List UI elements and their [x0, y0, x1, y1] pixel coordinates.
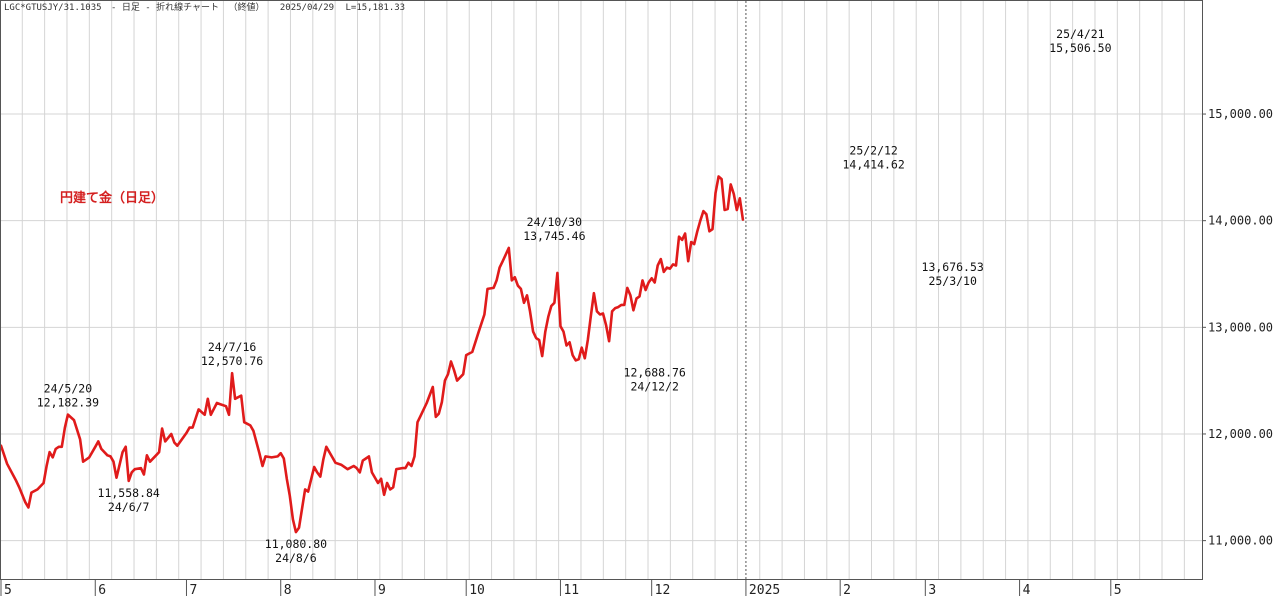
series-layer [0, 175, 745, 534]
annotation-date: 25/4/21 [1056, 27, 1105, 41]
annotation-value: 12,688.76 [624, 366, 686, 380]
x-tick-label: 7 [189, 583, 197, 598]
annotation-value: 11,080.80 [265, 537, 327, 551]
x-tick-label: 9 [378, 583, 386, 598]
annotation-date: 24/10/30 [527, 215, 582, 229]
chart-title: 円建て金（日足） [60, 190, 164, 206]
header-last-value: L=15,181.33 [345, 3, 405, 13]
annotation-date: 25/3/10 [928, 274, 977, 288]
x-axis: 5 6 7 8 9 10 11 12 2025 2 3 4 5 [0, 579, 1122, 598]
annotation-date: 24/8/6 [275, 551, 317, 565]
header-timeframe: 日足 [122, 2, 140, 13]
y-tick-label: 14,000.00 [1208, 214, 1273, 228]
annotation-value: 13,745.46 [523, 229, 585, 243]
annotation-date: 25/2/12 [849, 143, 897, 157]
x-tick-label: 3 [928, 583, 936, 598]
y-tick-label: 13,000.00 [1208, 320, 1273, 334]
annotation-value: 15,506.50 [1049, 41, 1111, 55]
annotation-layer: 24/5/2012,182.3911,558.8424/6/724/7/1612… [37, 27, 1112, 565]
chart-header: LGC*GTUSJY/31.1035 - 日足 - 折れ線チャート （終値） 2… [4, 1, 405, 13]
plot-frame [0, 0, 1203, 580]
x-tick-label: 5 [1114, 583, 1122, 598]
x-tick-label: 12 [655, 583, 671, 598]
x-tick-label: 4 [1023, 583, 1031, 598]
annotation-date: 24/12/2 [630, 380, 678, 394]
annotation-date: 24/7/16 [208, 340, 257, 354]
x-tick-label: 8 [284, 583, 292, 598]
annotation-value: 12,570.76 [201, 354, 263, 368]
x-tick-label: 5 [4, 583, 12, 598]
x-tick-label: 2025 [749, 583, 780, 598]
annotation-value: 14,414.62 [842, 157, 904, 171]
annotation-value: 12,182.39 [37, 396, 99, 410]
price-series-line [0, 175, 745, 534]
header-symbol: LGC*GTUSJY/31.1035 [4, 3, 102, 13]
y-tick-label: 11,000.00 [1208, 534, 1273, 548]
x-tick-label: 2 [843, 583, 851, 598]
y-axis: 11,000.00 12,000.00 13,000.00 14,000.00 15,0… [1202, 107, 1273, 548]
annotation-value: 11,558.84 [98, 486, 160, 500]
x-tick-label: 11 [563, 583, 579, 598]
header-price-basis: （終値） [228, 1, 264, 13]
annotation-date: 24/5/20 [44, 382, 93, 396]
y-tick-label: 12,000.00 [1208, 427, 1273, 441]
header-chart-kind: 折れ線チャート [156, 1, 219, 13]
annotation-date: 24/6/7 [108, 500, 150, 514]
header-date: 2025/04/29 [280, 3, 334, 13]
y-tick-label: 15,000.00 [1208, 107, 1273, 121]
x-tick-label: 10 [469, 583, 485, 598]
x-tick-label: 6 [98, 583, 106, 598]
annotation-value: 13,676.53 [922, 260, 984, 274]
